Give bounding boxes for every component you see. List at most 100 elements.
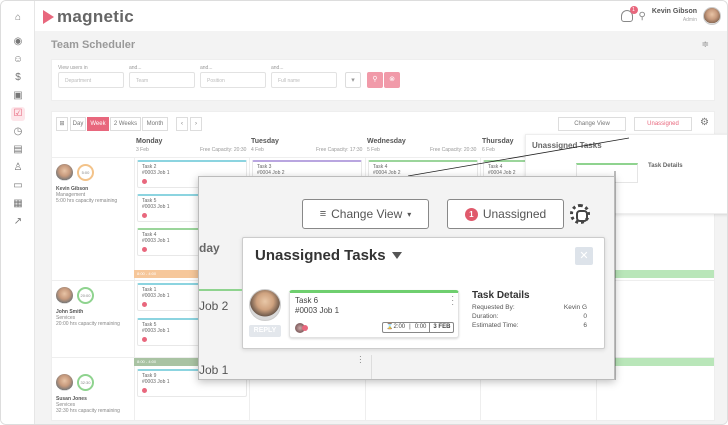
- person-dept: Management: [56, 192, 86, 198]
- grid-line: [371, 355, 372, 379]
- bell-icon[interactable]: 1: [620, 6, 638, 22]
- person-dept: Services: [56, 315, 76, 321]
- user-role: Admin: [682, 17, 697, 23]
- more-options-icon[interactable]: · · ·: [451, 292, 454, 309]
- book-icon[interactable]: ▤: [13, 144, 23, 155]
- grid-view-button[interactable]: ⊞: [56, 117, 68, 131]
- close-button[interactable]: ✕: [575, 247, 593, 265]
- fullname-input[interactable]: Full name: [271, 72, 337, 88]
- home-icon[interactable]: ⌂: [14, 12, 22, 23]
- logo[interactable]: magnetic: [43, 7, 134, 27]
- filter-funnel-icon[interactable]: ▾: [345, 72, 361, 88]
- change-view-button-small[interactable]: Change View: [558, 117, 626, 131]
- user-icon[interactable]: ♙: [13, 162, 23, 173]
- filter-label-users: View users in: [58, 65, 88, 71]
- task-dot-icon: [302, 325, 308, 331]
- task-dot-icon: [142, 179, 147, 184]
- task-job: #0003 Job 1: [295, 306, 340, 315]
- task-details: Task Details Requested By: Kevin G Durati…: [472, 290, 587, 329]
- two-weeks-view-button[interactable]: 2 Weeks: [110, 117, 141, 131]
- task-dot-icon: [142, 213, 147, 218]
- task-dot-icon: [142, 337, 147, 342]
- capacity-tuesday: Free Capacity: 17:30: [316, 147, 363, 153]
- shift-bar: 8:00 - 4:00: [134, 270, 249, 278]
- scheduler-icon[interactable]: ☑: [11, 107, 25, 121]
- filter-label-and-3: and...: [271, 65, 284, 71]
- logo-text: magnetic: [57, 7, 135, 26]
- user-avatar[interactable]: [703, 7, 721, 25]
- department-input[interactable]: Department: [58, 72, 124, 88]
- list-icon: ≡: [319, 208, 327, 220]
- person-capacity: 20:00 hrs capacity remaining: [56, 321, 120, 327]
- person-susan-jones[interactable]: 32:30 Susan Jones Services 32:30 hrs cap…: [56, 374, 134, 414]
- user-name: Kevin Gibson: [651, 8, 697, 15]
- location-icon[interactable]: ◉: [13, 36, 23, 47]
- top-bar: magnetic 1 ⚲ Kevin Gibson Admin: [35, 1, 727, 31]
- unassigned-button-small[interactable]: Unassigned: [634, 117, 692, 131]
- capacity-ring: 32:30: [77, 374, 94, 391]
- clear-button[interactable]: ⊗: [384, 72, 400, 88]
- task-logged: 0:00: [414, 324, 427, 330]
- side-rail: ⌂ ◉ ☺ $ ▣ ☑ ◷ ▤ ♙ ▭ ▦ ↗: [1, 1, 35, 424]
- capacity-monday: Free Capacity: 20:30: [200, 147, 247, 153]
- day-header-thursday: Thursday: [482, 138, 514, 145]
- person-dept: Services: [56, 402, 76, 408]
- week-view-button[interactable]: Week: [87, 117, 109, 131]
- filter-label-and-2: and...: [200, 65, 213, 71]
- day-date-tuesday: 4 Feb: [251, 147, 264, 153]
- next-week-button[interactable]: ›: [190, 117, 202, 131]
- collapse-icon[interactable]: ≑: [701, 39, 709, 49]
- task-dot-icon: [142, 247, 147, 252]
- task-job: #0003 Job 1: [142, 238, 170, 244]
- page-title: Team Scheduler: [51, 39, 136, 51]
- dollar-icon[interactable]: $: [15, 72, 21, 83]
- person-capacity: 5:00 hrs capacity remaining: [56, 198, 118, 204]
- filter-icon[interactable]: [392, 252, 402, 259]
- briefcase-icon[interactable]: ▣: [13, 90, 23, 101]
- search-icon[interactable]: ⚲: [638, 10, 646, 22]
- reply-button[interactable]: REPLY: [249, 325, 281, 337]
- task-job: #0003 Job 1: [142, 204, 170, 210]
- capacity-wednesday: Free Capacity: 20:30: [430, 147, 477, 153]
- clock-icon[interactable]: ◷: [13, 126, 23, 137]
- partial-job-1: Job 1: [199, 363, 229, 377]
- avatar: [56, 287, 73, 304]
- settings-icon-small[interactable]: ⚙: [700, 117, 709, 128]
- person-john-smith[interactable]: 20:00 John Smith Services 20:00 hrs capa…: [56, 287, 134, 327]
- folder-icon[interactable]: ▭: [13, 180, 23, 191]
- day-header-wednesday: Wednesday: [367, 138, 406, 145]
- task-title: Task 5: [142, 322, 157, 328]
- task-card[interactable]: Task 2 #0003 Job 1: [137, 160, 247, 188]
- settings-icon[interactable]: [570, 204, 590, 224]
- shift-bar-fill: [596, 358, 714, 366]
- users-icon[interactable]: ☺: [12, 54, 24, 65]
- day-view-button[interactable]: Day: [70, 117, 86, 131]
- unassigned-button[interactable]: 1 Unassigned: [447, 199, 564, 229]
- task-job: #0004 Job 2: [373, 170, 401, 176]
- task-title: Task 4: [488, 164, 503, 170]
- unassigned-count-badge: 1: [464, 207, 478, 221]
- day-header-tuesday: Tuesday: [251, 138, 279, 145]
- unassigned-task-card[interactable]: Task 6 #0003 Job 1 · · · ⌛2:00 | 0:00 3 FE…: [289, 290, 459, 338]
- task-card[interactable]: Task 9 #0003 Job 1: [137, 369, 247, 397]
- person-name: John Smith: [56, 309, 84, 315]
- user-name-block[interactable]: Kevin Gibson Admin: [652, 8, 697, 24]
- more-options-icon[interactable]: · · ·: [359, 352, 362, 367]
- estimated-label: Estimated Time:: [472, 322, 519, 329]
- position-input[interactable]: Position: [200, 72, 266, 88]
- time-summary: ⌛2:00 | 0:00 3 FEB: [382, 322, 455, 333]
- day-date-thursday: 6 Feb: [482, 147, 495, 153]
- task-accent-line: [199, 289, 242, 291]
- chart-icon[interactable]: ↗: [13, 216, 23, 227]
- change-view-button[interactable]: ≡ Change View ▾: [302, 199, 429, 229]
- month-view-button[interactable]: Month: [142, 117, 168, 131]
- team-input[interactable]: Team: [129, 72, 195, 88]
- person-kevin-gibson[interactable]: 5:00 Kevin Gibson Management 5:00 hrs ca…: [56, 164, 134, 204]
- task-title: Task 5: [142, 198, 157, 204]
- task-title: Task 4: [142, 232, 157, 238]
- search-button[interactable]: ⚲: [367, 72, 383, 88]
- calendar-icon[interactable]: ▦: [13, 198, 23, 209]
- prev-week-button[interactable]: ‹: [176, 117, 188, 131]
- task-title: Task 2: [142, 164, 157, 170]
